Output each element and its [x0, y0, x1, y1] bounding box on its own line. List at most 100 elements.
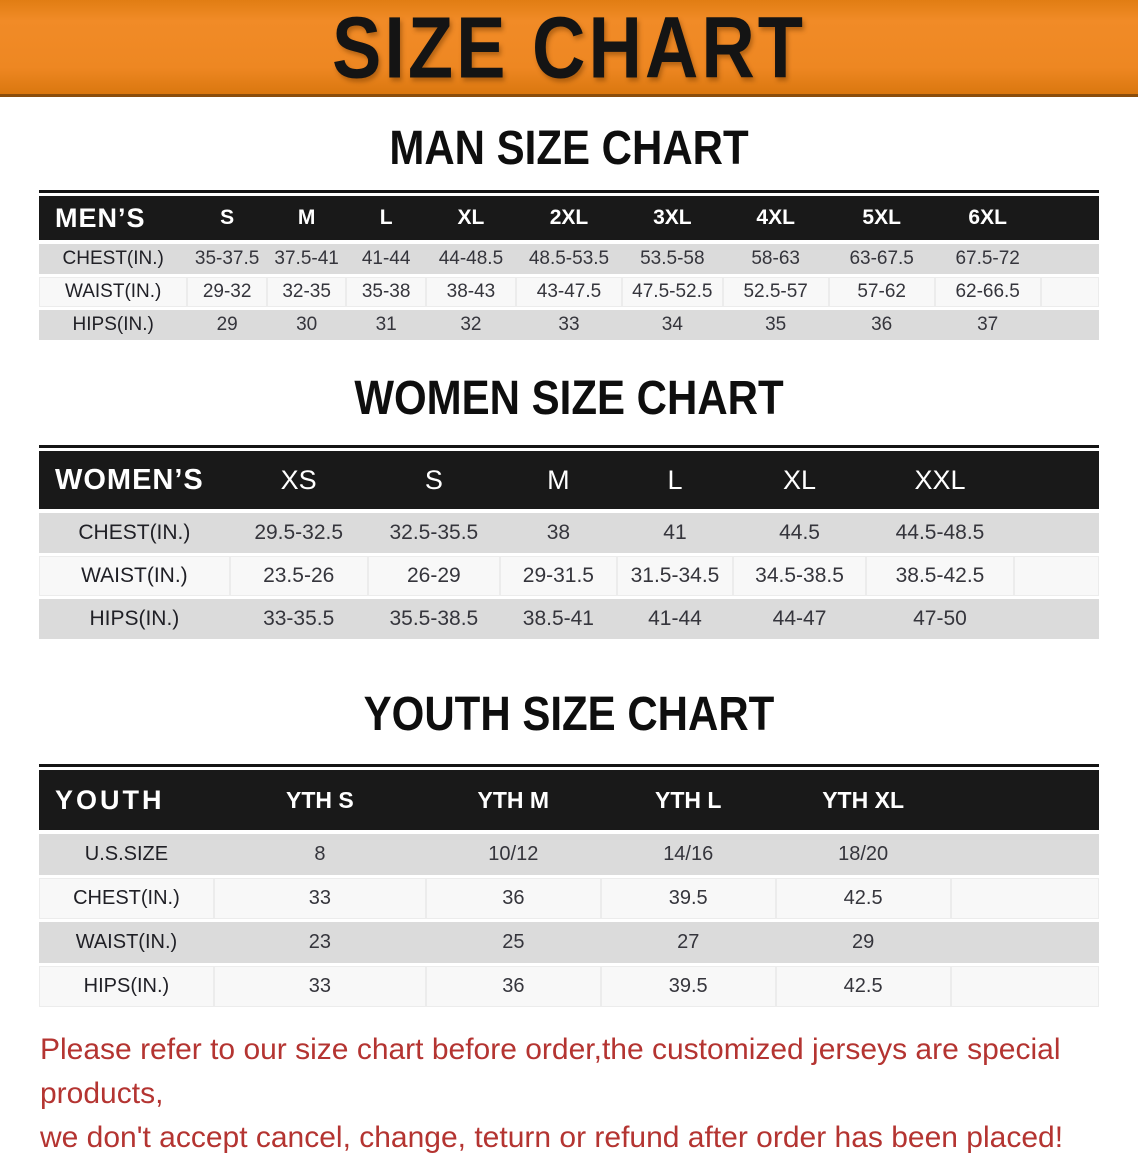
size-value: 35-38: [346, 277, 426, 310]
size-value: 29: [187, 310, 267, 343]
row-label: WAIST(IN.): [39, 556, 230, 599]
size-value: 38-43: [425, 277, 516, 310]
size-value: 29.5-32.5: [229, 513, 368, 556]
size-value: 34: [621, 310, 723, 343]
banner-title: SIZE CHART: [332, 0, 806, 96]
spacer-cell: [1014, 513, 1099, 556]
size-value: 23.5-26: [229, 556, 368, 599]
disclaimer-line-1: Please refer to our size chart before or…: [40, 1033, 1061, 1110]
size-value: 29-31.5: [500, 556, 617, 599]
youth-waist-row: WAIST(IN.) 23 25 27 29: [39, 922, 1099, 966]
disclaimer-line-2: we don't accept cancel, change, teturn o…: [40, 1121, 1064, 1154]
size-value: 35: [722, 310, 829, 343]
women-col-m: M: [500, 448, 617, 513]
men-col-xl: XL: [425, 193, 516, 244]
row-label: WAIST(IN.): [39, 922, 214, 966]
women-size-table: WOMEN’S XS S M L XL XXL CHEST(IN.) 29.5-…: [39, 445, 1099, 642]
size-value: 10/12: [425, 834, 601, 878]
size-value: 39.5: [600, 878, 776, 922]
youth-col-s: YTH S: [213, 767, 426, 834]
youth-col-xl: YTH XL: [775, 767, 951, 834]
youth-hips-row: HIPS(IN.) 33 36 39.5 42.5: [39, 966, 1099, 1010]
size-value: 29: [775, 922, 951, 966]
youth-chest-row: CHEST(IN.) 33 36 39.5 42.5: [39, 878, 1099, 922]
spacer-cell: [1040, 277, 1099, 310]
size-value: 31: [346, 310, 426, 343]
size-value: 35-37.5: [187, 244, 267, 277]
size-value: 52.5-57: [722, 277, 829, 310]
spacer-cell: [1014, 599, 1099, 642]
men-col-5xl: 5XL: [828, 193, 935, 244]
men-col-s: S: [187, 193, 267, 244]
spacer-cell: [950, 878, 1099, 922]
size-value: 32-35: [266, 277, 347, 310]
youth-section-heading: YOUTH SIZE CHART: [0, 687, 1138, 741]
size-value: 41: [616, 513, 734, 556]
size-value: 33: [213, 966, 426, 1010]
spacer-cell: [1040, 193, 1099, 244]
men-size-table: MEN’S S M L XL 2XL 3XL 4XL 5XL 6XL CHEST…: [39, 190, 1099, 343]
youth-size-table: YOUTH YTH S YTH M YTH L YTH XL U.S.SIZE …: [39, 764, 1099, 1010]
women-col-l: L: [616, 448, 734, 513]
size-value: 26-29: [367, 556, 501, 599]
spacer-cell: [950, 767, 1099, 834]
size-value: 41-44: [346, 244, 426, 277]
women-chest-row: CHEST(IN.) 29.5-32.5 32.5-35.5 38 41 44.…: [39, 513, 1099, 556]
men-waist-row: WAIST(IN.) 29-32 32-35 35-38 38-43 43-47…: [39, 277, 1099, 310]
size-value: 47.5-52.5: [621, 277, 723, 310]
size-value: 48.5-53.5: [515, 244, 622, 277]
men-hips-row: HIPS(IN.) 29 30 31 32 33 34 35 36 37: [39, 310, 1099, 343]
size-value: 44.5-48.5: [865, 513, 1015, 556]
size-value: 27: [600, 922, 776, 966]
size-value: 38.5-41: [500, 599, 617, 642]
size-value: 25: [425, 922, 601, 966]
size-value: 43-47.5: [515, 277, 622, 310]
men-table-label: MEN’S: [39, 193, 188, 244]
women-col-s: S: [367, 448, 501, 513]
row-label: WAIST(IN.): [39, 277, 188, 310]
size-value: 36: [425, 878, 601, 922]
men-col-4xl: 4XL: [722, 193, 829, 244]
size-value: 34.5-38.5: [733, 556, 866, 599]
spacer-cell: [950, 922, 1099, 966]
spacer-cell: [950, 834, 1099, 878]
size-value: 63-67.5: [828, 244, 935, 277]
size-value: 37: [934, 310, 1041, 343]
women-hips-row: HIPS(IN.) 33-35.5 35.5-38.5 38.5-41 41-4…: [39, 599, 1099, 642]
women-table-label: WOMEN’S: [39, 448, 230, 513]
men-col-m: M: [266, 193, 347, 244]
women-header-row: WOMEN’S XS S M L XL XXL: [39, 448, 1099, 513]
size-value: 36: [828, 310, 935, 343]
size-value: 32: [425, 310, 516, 343]
row-label: CHEST(IN.): [39, 244, 188, 277]
size-value: 29-32: [187, 277, 267, 310]
size-value: 38.5-42.5: [865, 556, 1015, 599]
men-section-heading: MAN SIZE CHART: [0, 121, 1138, 175]
row-label: HIPS(IN.): [39, 966, 214, 1010]
disclaimer: Please refer to our size chart before or…: [40, 1028, 1118, 1160]
size-value: 18/20: [775, 834, 951, 878]
size-value: 23: [213, 922, 426, 966]
size-value: 32.5-35.5: [367, 513, 501, 556]
youth-table-label: YOUTH: [39, 767, 214, 834]
size-value: 53.5-58: [621, 244, 723, 277]
size-value: 30: [266, 310, 347, 343]
row-label: CHEST(IN.): [39, 878, 214, 922]
men-section-heading-text: MAN SIZE CHART: [389, 120, 749, 175]
size-value: 58-63: [722, 244, 829, 277]
size-value: 44-48.5: [425, 244, 516, 277]
spacer-cell: [1014, 556, 1099, 599]
size-value: 44.5: [733, 513, 866, 556]
size-value: 33: [515, 310, 622, 343]
row-label: U.S.SIZE: [39, 834, 214, 878]
women-waist-row: WAIST(IN.) 23.5-26 26-29 29-31.5 31.5-34…: [39, 556, 1099, 599]
size-value: 47-50: [865, 599, 1015, 642]
youth-col-l: YTH L: [600, 767, 776, 834]
spacer-cell: [1040, 310, 1099, 343]
men-header-row: MEN’S S M L XL 2XL 3XL 4XL 5XL 6XL: [39, 193, 1099, 244]
men-col-l: L: [346, 193, 426, 244]
women-col-xl: XL: [733, 448, 866, 513]
men-chest-row: CHEST(IN.) 35-37.5 37.5-41 41-44 44-48.5…: [39, 244, 1099, 277]
men-col-3xl: 3XL: [621, 193, 723, 244]
size-value: 31.5-34.5: [616, 556, 734, 599]
